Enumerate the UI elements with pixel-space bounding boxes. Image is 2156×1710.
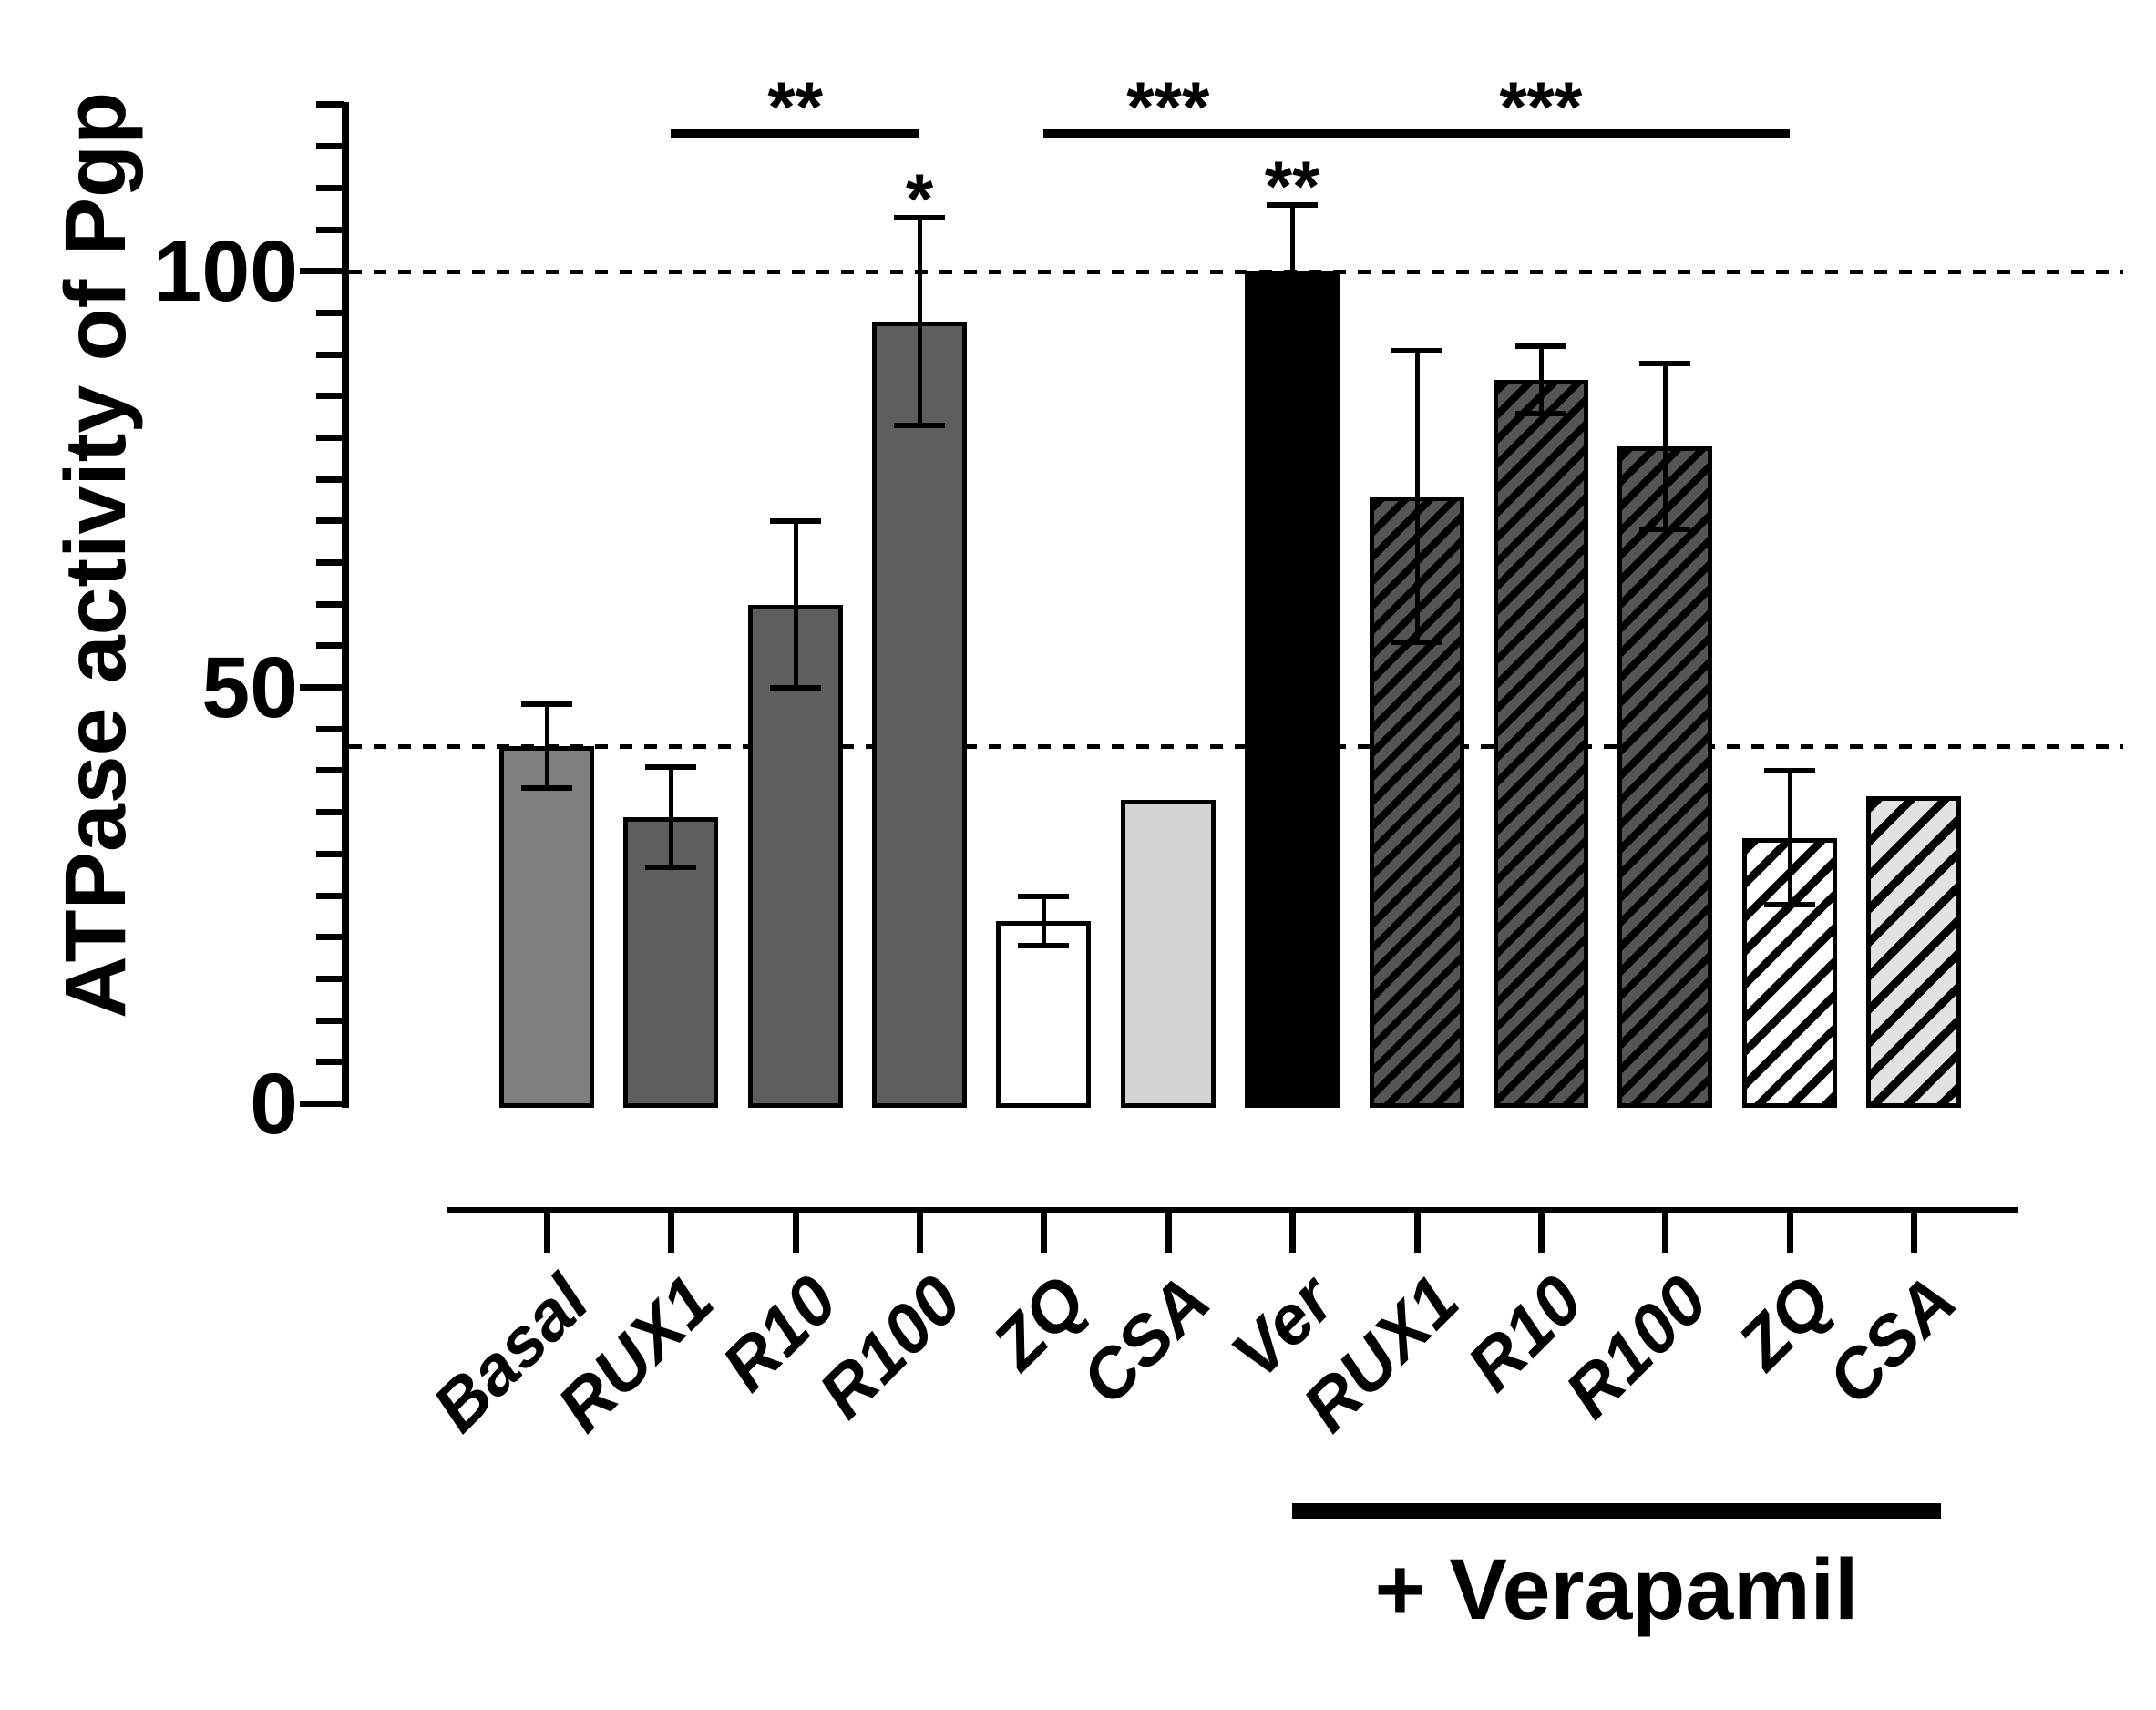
bar-zq — [996, 920, 1092, 1108]
error-bar-top-cap — [894, 214, 946, 220]
y-minor-tick — [316, 767, 344, 774]
y-minor-tick — [316, 934, 344, 941]
dashed-reference-line — [349, 270, 2123, 275]
dashed-reference-line — [349, 744, 2123, 750]
significance-star: * — [905, 158, 934, 239]
y-minor-tick — [316, 393, 344, 400]
y-minor-tick — [316, 600, 344, 608]
y-minor-tick — [316, 101, 344, 108]
y-minor-tick — [316, 642, 344, 650]
y-minor-tick — [316, 1059, 344, 1066]
x-tick — [1041, 1211, 1048, 1253]
y-minor-tick — [316, 184, 344, 191]
error-bar-top-cap — [521, 701, 572, 708]
significance-line — [1292, 129, 1790, 138]
x-tick — [792, 1211, 799, 1253]
error-bar-line — [918, 217, 923, 426]
y-major-tick — [300, 1101, 344, 1107]
significance-star: ** — [1264, 146, 1320, 227]
x-tick-label-csa: CSA — [1812, 1261, 1971, 1420]
x-tick — [1910, 1211, 1917, 1253]
y-tick-label: 0 — [250, 1056, 298, 1152]
error-bar-top-cap — [1514, 343, 1566, 350]
error-bar-bottom-cap — [521, 784, 572, 791]
verapamil-group-label: + Verapamil — [1374, 1541, 1859, 1638]
error-bar-line — [669, 766, 674, 867]
error-bar-line — [1538, 346, 1544, 414]
bar-csa — [1865, 795, 1961, 1108]
y-major-tick — [300, 268, 344, 275]
y-minor-tick — [316, 434, 344, 441]
significance-line — [1043, 129, 1293, 138]
error-bar-bottom-cap — [1267, 335, 1319, 342]
error-bar-bottom-cap — [894, 423, 946, 429]
x-tick-label-csa: CSA — [1066, 1261, 1226, 1420]
verapamil-group-line — [1292, 1503, 1941, 1519]
bar-r100 — [872, 322, 968, 1108]
error-bar-top-cap — [645, 763, 697, 770]
bar-basal — [499, 746, 594, 1108]
x-tick — [1662, 1211, 1669, 1253]
x-tick-label-r100: R100 — [805, 1261, 977, 1434]
x-tick — [1289, 1211, 1297, 1253]
error-bar-line — [1663, 363, 1668, 530]
significance-label: *** — [1126, 67, 1210, 147]
error-bar-bottom-cap — [1018, 943, 1070, 949]
significance-label: ** — [767, 67, 824, 147]
error-bar-top-cap — [1267, 202, 1319, 209]
error-bar-top-cap — [1018, 893, 1070, 899]
y-axis-line — [342, 102, 349, 1108]
bar-csa — [1120, 800, 1216, 1108]
x-tick — [668, 1211, 675, 1253]
bar-r10 — [1493, 379, 1588, 1108]
x-tick — [1165, 1211, 1172, 1253]
significance-line — [671, 129, 920, 138]
x-tick — [1413, 1211, 1421, 1253]
error-bar-line — [1787, 771, 1792, 905]
x-tick — [544, 1211, 550, 1253]
error-bar-bottom-cap — [1514, 410, 1566, 416]
y-minor-tick — [316, 143, 344, 150]
error-bar-bottom-cap — [645, 864, 697, 870]
bar-ver — [1245, 271, 1340, 1108]
y-major-tick — [300, 684, 344, 691]
error-bar-top-cap — [769, 518, 821, 525]
error-bar-top-cap — [1639, 360, 1691, 366]
y-minor-tick — [316, 725, 344, 732]
y-axis-title: ATPase activity of Pgp — [47, 91, 144, 1019]
error-bar-line — [1290, 205, 1296, 339]
y-tick-label: 50 — [201, 640, 298, 737]
y-minor-tick — [316, 517, 344, 525]
y-minor-tick — [316, 809, 344, 816]
significance-label: *** — [1499, 67, 1583, 147]
y-minor-tick — [316, 850, 344, 857]
y-minor-tick — [316, 559, 344, 567]
error-bar-line — [793, 521, 798, 689]
y-minor-tick — [316, 476, 344, 483]
error-bar-bottom-cap — [1763, 901, 1815, 907]
error-bar-line — [1042, 896, 1047, 947]
x-tick — [1786, 1211, 1793, 1253]
error-bar-top-cap — [1391, 348, 1442, 353]
error-bar-bottom-cap — [769, 685, 821, 691]
bar-r100 — [1617, 446, 1713, 1108]
y-minor-tick — [316, 1017, 344, 1024]
error-bar-bottom-cap — [1639, 527, 1691, 533]
y-minor-tick — [316, 351, 344, 358]
x-tick — [1537, 1211, 1545, 1253]
error-bar-line — [545, 704, 549, 788]
x-tick — [917, 1211, 924, 1253]
y-minor-tick — [316, 975, 344, 982]
y-minor-tick — [316, 226, 344, 233]
y-tick-label: 100 — [153, 223, 298, 321]
x-axis-line — [447, 1207, 2018, 1213]
x-tick-label-r100: R100 — [1550, 1261, 1722, 1434]
error-bar-top-cap — [1763, 768, 1815, 774]
y-minor-tick — [316, 892, 344, 899]
error-bar-line — [1414, 351, 1420, 642]
error-bar-bottom-cap — [1391, 639, 1442, 645]
y-minor-tick — [316, 309, 344, 316]
